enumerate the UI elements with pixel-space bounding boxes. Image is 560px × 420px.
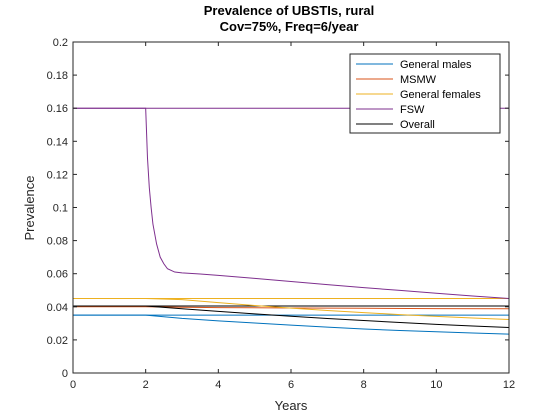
y-ticks: 0 0.02 0.04 0.06 0.08 0.1 0.12 0.14 0.16 0.18 0.2 [47,37,509,380]
series-line-general-females [73,298,510,321]
x-axis-label: Years [275,398,308,413]
y-tick-label: 0.18 [47,70,68,82]
legend-label: General females [400,89,481,101]
x-tick-label: 10 [430,379,442,391]
x-ticks: 0 2 4 6 8 10 12 [70,42,515,391]
legend-label: Overall [400,119,435,131]
chart-subtitle: Cov=75%, Freq=6/year [220,19,359,34]
series-lines [73,107,510,335]
y-tick-label: 0.1 [53,203,68,215]
series-line-overall [73,305,510,328]
y-tick-label: 0.08 [47,236,68,248]
series-line-general-males [73,314,510,335]
y-tick-label: 0.04 [47,302,68,314]
x-tick-label: 0 [70,379,76,391]
chart-title: Prevalence of UBSTIs, rural [204,3,375,18]
legend-label: MSMW [400,74,437,86]
legend-label: FSW [400,104,425,116]
y-tick-label: 0.02 [47,335,68,347]
y-tick-label: 0.16 [47,103,68,115]
series-line-fsw [73,107,510,300]
y-tick-label: 0.12 [47,169,68,181]
y-tick-label: 0.2 [53,37,68,49]
legend-label: General males [400,59,472,71]
y-tick-label: 0.14 [47,136,68,148]
y-tick-label: 0 [62,368,68,380]
x-tick-label: 4 [215,379,221,391]
y-axis-label: Prevalence [22,175,37,240]
y-tick-label: 0.06 [47,269,68,281]
x-tick-label: 8 [361,379,367,391]
legend: General males MSMW General females FSW Overa… [349,53,501,134]
x-tick-label: 6 [288,379,294,391]
x-tick-label: 2 [143,379,149,391]
x-tick-label: 12 [503,379,515,391]
